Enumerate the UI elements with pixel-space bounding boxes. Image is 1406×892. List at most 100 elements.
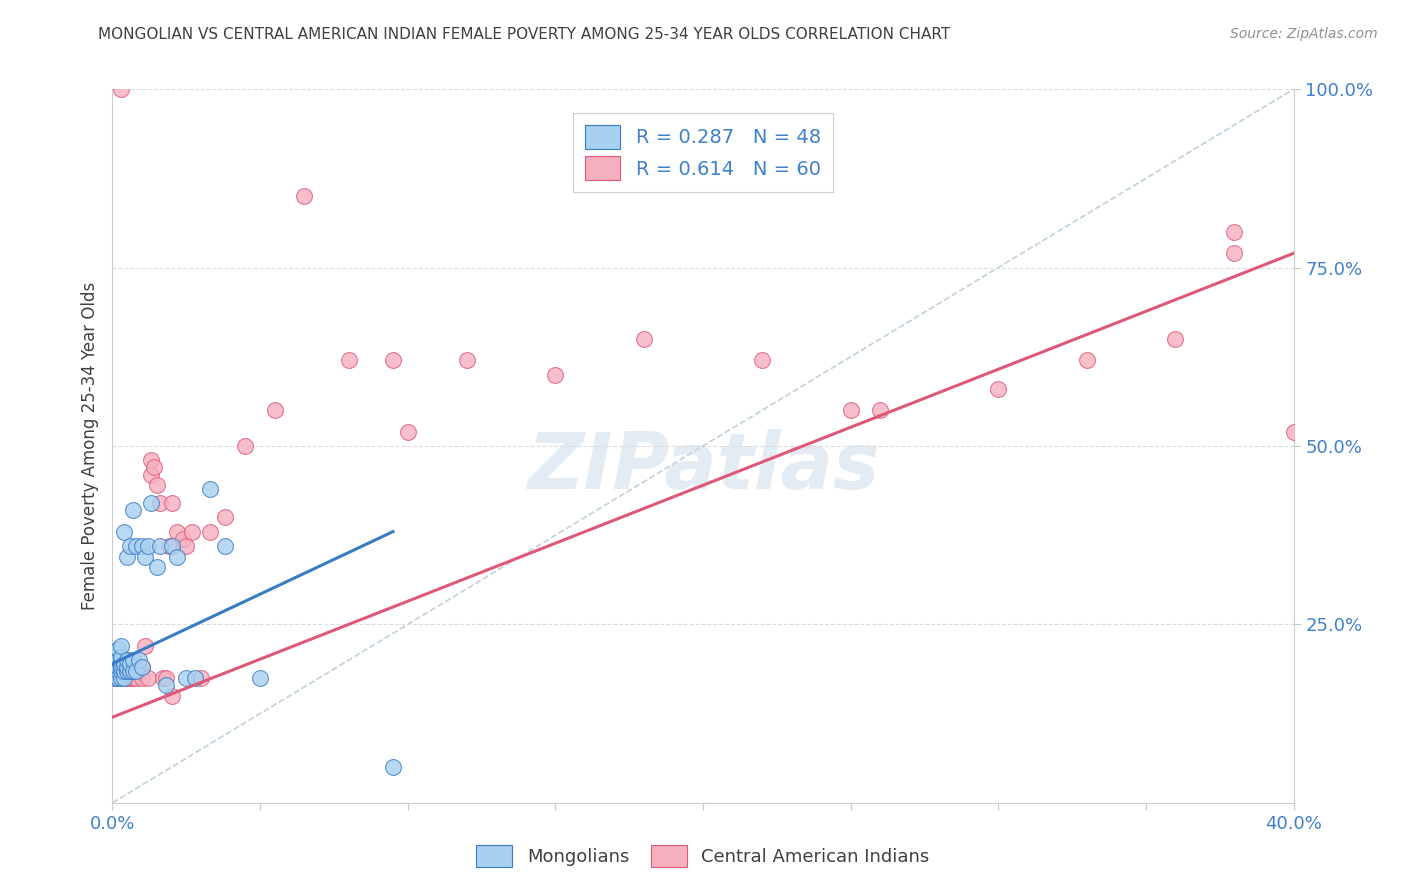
Point (112, 524, 135, 539)
Point (112, 657, 135, 671)
Point (382, 760, 405, 774)
Point (233, 439, 256, 453)
Point (117, 664, 138, 678)
Point (1164, 332, 1187, 346)
Point (117, 671, 138, 685)
Point (110, 639, 132, 653)
Point (190, 671, 212, 685)
Point (157, 539, 180, 553)
Point (125, 671, 148, 685)
Point (120, 671, 142, 685)
Point (110, 671, 132, 685)
Point (104, 649, 127, 664)
Point (125, 539, 148, 553)
Y-axis label: Female Poverty Among 25-34 Year Olds: Female Poverty Among 25-34 Year Olds (80, 282, 98, 610)
Point (751, 353, 773, 368)
Point (107, 653, 129, 667)
Point (160, 539, 183, 553)
Point (184, 671, 207, 685)
Point (160, 689, 183, 703)
Point (249, 671, 271, 685)
Point (142, 460, 165, 475)
Point (117, 549, 138, 564)
Point (120, 657, 142, 671)
Point (104, 671, 127, 685)
Point (149, 496, 172, 510)
Point (198, 524, 221, 539)
Point (214, 539, 236, 553)
Point (120, 664, 142, 678)
Text: MONGOLIAN VS CENTRAL AMERICAN INDIAN FEMALE POVERTY AMONG 25-34 YEAR OLDS CORREL: MONGOLIAN VS CENTRAL AMERICAN INDIAN FEM… (98, 27, 950, 42)
Point (152, 671, 174, 685)
Point (128, 664, 150, 678)
Point (107, 671, 129, 685)
Point (131, 660, 153, 674)
Point (166, 549, 188, 564)
Point (131, 539, 153, 553)
Point (264, 403, 287, 417)
Point (110, 664, 132, 678)
Point (110, 82, 132, 96)
Point (122, 503, 145, 517)
Point (633, 332, 655, 346)
Point (155, 671, 177, 685)
Point (146, 560, 169, 574)
Point (839, 403, 862, 417)
Point (160, 496, 183, 510)
Point (117, 653, 138, 667)
Point (198, 482, 221, 496)
Point (155, 678, 177, 692)
Point (174, 671, 197, 685)
Point (139, 467, 162, 482)
Point (120, 664, 142, 678)
Legend: R = 0.287   N = 48, R = 0.614   N = 60: R = 0.287 N = 48, R = 0.614 N = 60 (574, 113, 832, 192)
Point (107, 664, 129, 678)
Point (125, 660, 148, 674)
Point (117, 653, 138, 667)
Point (134, 639, 156, 653)
Point (181, 524, 204, 539)
Point (544, 368, 567, 382)
Point (110, 657, 132, 671)
Point (134, 549, 156, 564)
Point (120, 657, 142, 671)
Point (1282, 425, 1305, 439)
Point (110, 671, 132, 685)
Text: ZIPatlas: ZIPatlas (527, 429, 879, 506)
Point (166, 524, 188, 539)
Point (107, 642, 129, 657)
Point (139, 496, 162, 510)
Point (107, 660, 129, 674)
Point (214, 510, 236, 524)
Point (131, 660, 153, 674)
Point (117, 660, 138, 674)
Point (110, 653, 132, 667)
Point (149, 539, 172, 553)
Point (120, 539, 142, 553)
Point (110, 649, 132, 664)
Point (382, 353, 405, 368)
Point (112, 664, 135, 678)
Point (122, 664, 145, 678)
Point (174, 539, 197, 553)
Point (1371, 425, 1393, 439)
Point (104, 671, 127, 685)
Point (110, 664, 132, 678)
Point (128, 653, 150, 667)
Point (987, 382, 1010, 396)
Point (1076, 353, 1098, 368)
Point (869, 403, 891, 417)
Point (112, 657, 135, 671)
Point (122, 664, 145, 678)
Point (110, 660, 132, 674)
Point (1223, 246, 1246, 260)
Text: Source: ZipAtlas.com: Source: ZipAtlas.com (1230, 27, 1378, 41)
Point (456, 353, 478, 368)
Point (131, 671, 153, 685)
Point (107, 653, 129, 667)
Point (117, 664, 138, 678)
Point (136, 671, 159, 685)
Point (146, 478, 169, 492)
Point (139, 453, 162, 467)
Point (112, 671, 135, 685)
